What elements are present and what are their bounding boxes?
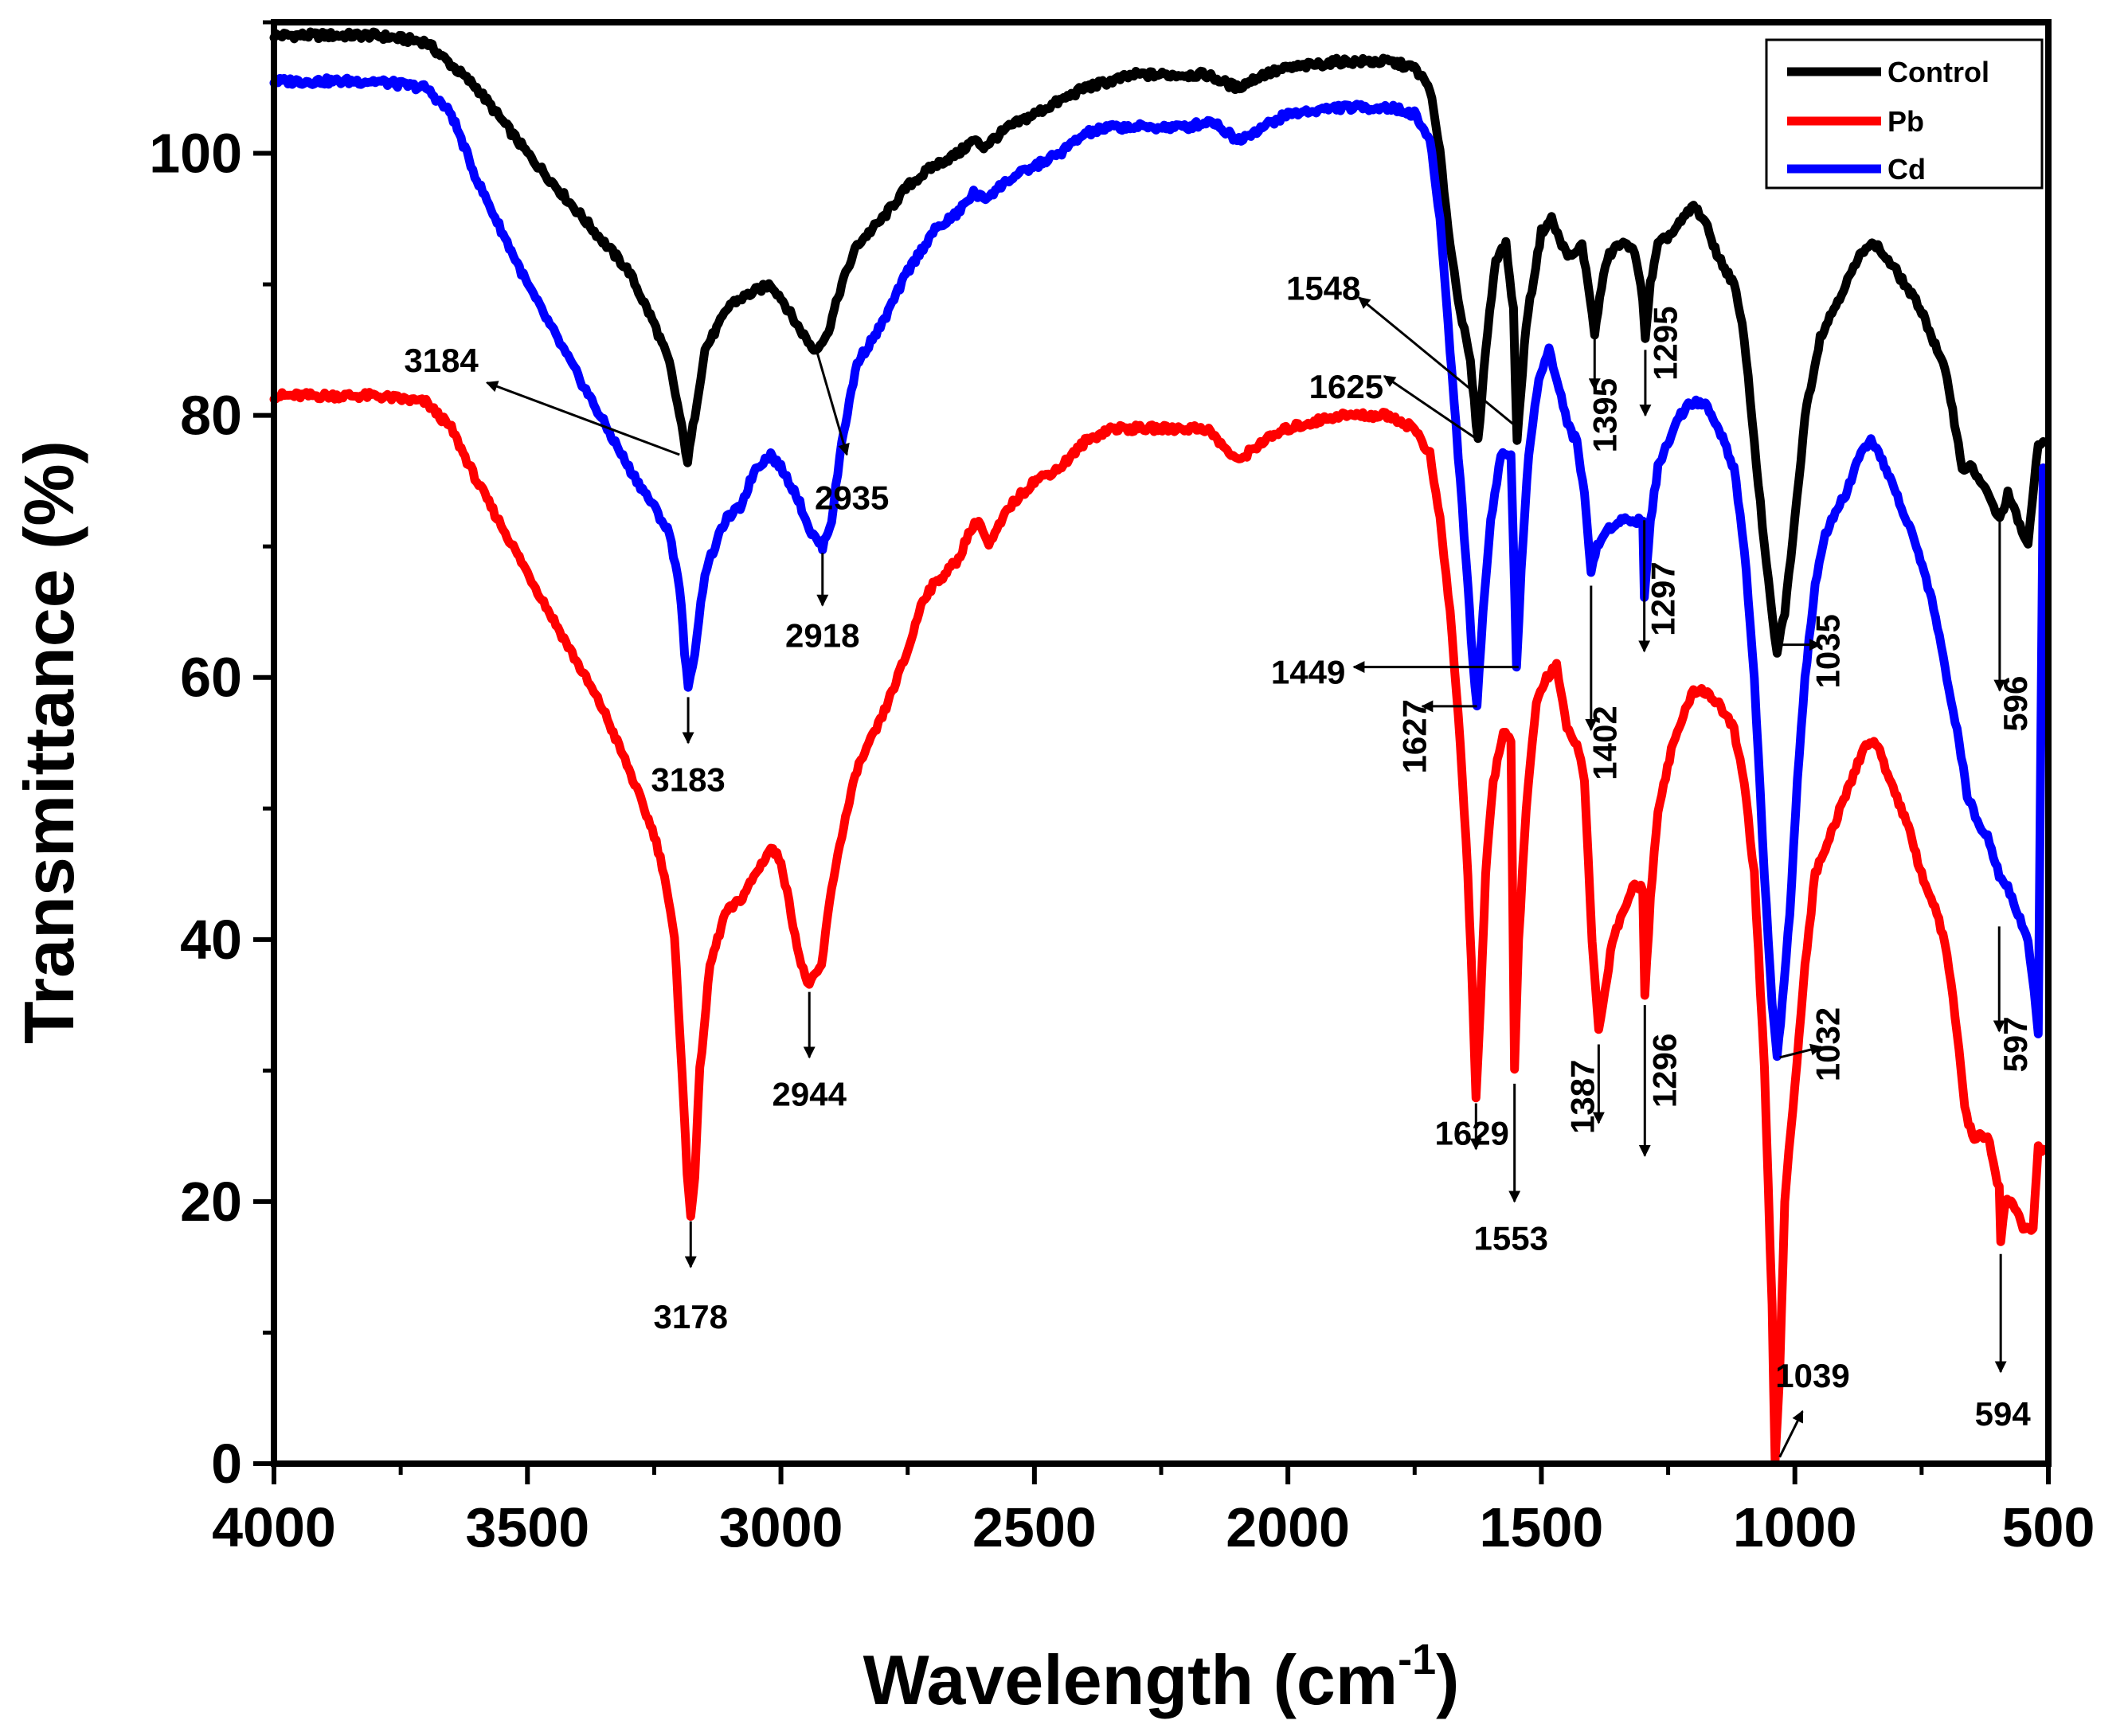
annotation-label-3183: 3183 — [651, 760, 725, 798]
x-tick-label: 1000 — [1733, 1496, 1857, 1558]
y-tick-label: 60 — [180, 647, 242, 709]
y-tick-label: 0 — [211, 1433, 242, 1495]
annotation-label-1402: 1402 — [1586, 706, 1623, 780]
y-tick-label: 80 — [180, 385, 242, 447]
annotation-label-1032: 1032 — [1809, 1007, 1846, 1081]
x-axis-title-close: ) — [1436, 1640, 1459, 1719]
x-axis-title-sup: -1 — [1398, 1636, 1436, 1683]
annotation-arrow-3184 — [485, 381, 680, 456]
y-tick-label: 100 — [149, 123, 242, 185]
legend-label-pb: Pb — [1887, 105, 1924, 138]
annotation-label-1035: 1035 — [1809, 614, 1846, 688]
y-axis-title: Transmittance (%) — [10, 440, 88, 1044]
annotation-label-1395: 1395 — [1586, 378, 1623, 452]
x-tick-label: 3000 — [719, 1496, 843, 1558]
x-tick-label: 1500 — [1480, 1496, 1604, 1558]
legend-label-control: Control — [1887, 56, 1989, 88]
legend-label-cd: Cd — [1887, 153, 1926, 186]
annotation-label-1297: 1297 — [1644, 561, 1681, 635]
x-tick-label: 2000 — [1226, 1496, 1350, 1558]
x-axis-ticks: 4000 3500 3000 2500 2000 1500 1000 500 — [212, 1464, 2095, 1558]
annotation-arrow-1548 — [1358, 296, 1520, 430]
x-tick-label: 3500 — [465, 1496, 589, 1558]
x-axis-title: Wavelength (cm-1) — [863, 1636, 1460, 1719]
annotation-label-594: 594 — [1975, 1395, 2032, 1433]
annotation-label-1449: 1449 — [1271, 654, 1345, 691]
annotation-label-1553: 1553 — [1474, 1219, 1548, 1257]
annotation-label-597: 597 — [1997, 1016, 2034, 1072]
y-tick-label: 40 — [180, 909, 242, 971]
annotation-label-1295: 1295 — [1647, 306, 1684, 380]
annotation-label-1296: 1296 — [1645, 1034, 1683, 1108]
annotation-label-1625: 1625 — [1309, 368, 1383, 405]
annotation-label-2944: 2944 — [773, 1075, 847, 1112]
series-line-pb — [269, 388, 2048, 1465]
x-tick-label: 500 — [2002, 1496, 2095, 1558]
annotation-layer: 3184 3183 3178 2935 2918 2944 1548 1625 1449 1627… — [404, 269, 2034, 1458]
annotation-arrow-1032 — [1779, 1043, 1823, 1059]
annotation-label-3184: 3184 — [404, 342, 479, 379]
y-axis-ticks: 0 20 40 60 80 100 — [149, 20, 274, 1495]
annotation-label-1387: 1387 — [1563, 1060, 1601, 1134]
x-tick-label: 2500 — [972, 1496, 1097, 1558]
annotation-label-1548: 1548 — [1286, 269, 1360, 307]
annotation-arrow-1625 — [1383, 375, 1481, 443]
annotation-arrow-1039 — [1778, 1410, 1804, 1458]
series-line-cd — [269, 73, 2048, 1062]
annotation-arrow-2935 — [815, 349, 850, 456]
x-axis-title-main: Wavelength (cm — [863, 1640, 1398, 1719]
legend: Control Pb Cd — [1765, 38, 2044, 190]
series-line-control — [269, 27, 2048, 658]
annotation-label-1039: 1039 — [1775, 1357, 1849, 1394]
y-tick-label: 20 — [180, 1171, 242, 1233]
annotation-label-2918: 2918 — [785, 616, 859, 654]
annotation-label-1627: 1627 — [1396, 699, 1434, 773]
annotation-label-2935: 2935 — [815, 479, 889, 517]
series-layer — [269, 27, 2048, 1465]
annotation-label-596: 596 — [1997, 676, 2034, 732]
x-tick-label: 4000 — [212, 1496, 336, 1558]
annotation-label-1629: 1629 — [1434, 1115, 1508, 1152]
legend-box — [1765, 38, 2044, 190]
annotation-label-3178: 3178 — [654, 1298, 728, 1335]
